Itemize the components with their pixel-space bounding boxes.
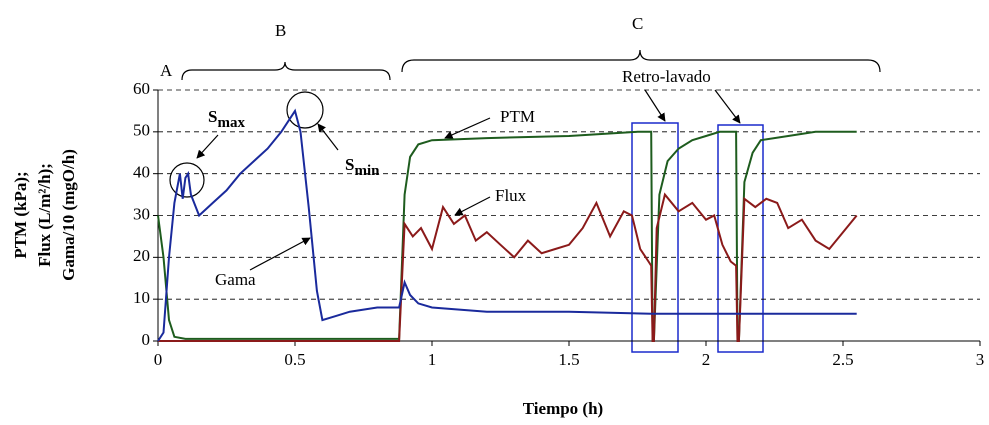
line-series <box>157 108 857 342</box>
brace-c <box>401 49 881 73</box>
y-tick-label: 60 <box>133 79 150 98</box>
x-tick-label: 1.5 <box>558 350 579 369</box>
line-series <box>158 192 858 342</box>
annotation: Retro-lavado <box>622 67 711 86</box>
annotation-text: S <box>345 155 354 174</box>
annotation-text: C <box>632 14 643 33</box>
y-tick-label: 10 <box>133 288 150 307</box>
annotation: A <box>160 61 173 80</box>
arrow <box>196 134 219 159</box>
arrow <box>644 89 666 122</box>
y-axis-label: Gama/10 (mgO/h) <box>59 149 78 281</box>
x-tick-label: 1 <box>428 350 437 369</box>
y-tick-label: 30 <box>133 204 150 223</box>
annotation-text: S <box>208 107 217 126</box>
annotation-text: Retro-lavado <box>622 67 711 86</box>
circle-smax <box>169 162 205 198</box>
annotation-text: B <box>275 21 286 40</box>
series-label: PTM <box>500 107 535 126</box>
line-series <box>157 130 857 342</box>
annotation: B <box>275 21 286 40</box>
series-label: Flux <box>495 186 527 205</box>
y-tick-label: 50 <box>133 121 150 140</box>
y-tick-label: 20 <box>133 246 150 265</box>
backwash-box <box>717 124 764 353</box>
arrow <box>454 196 491 216</box>
annotation-sub: min <box>354 163 380 179</box>
annotation: Smin <box>345 155 380 180</box>
x-tick-label: 3 <box>976 350 985 369</box>
y-tick-label: 40 <box>133 163 150 182</box>
x-axis-label: Tiempo (h) <box>523 399 603 418</box>
x-tick-label: 0.5 <box>284 350 305 369</box>
brace-b <box>181 61 391 81</box>
y-axis-label: Flux (L/m²/h); <box>35 163 54 267</box>
arrow <box>714 89 741 124</box>
annotation-sub: max <box>217 115 245 131</box>
arrow <box>317 123 339 151</box>
x-tick-label: 0 <box>154 350 163 369</box>
arrow <box>249 237 311 271</box>
annotation: Smax <box>208 107 245 132</box>
x-tick-label: 2 <box>702 350 711 369</box>
circle-smin <box>286 91 324 129</box>
backwash-box <box>631 122 679 353</box>
annotation-text: A <box>160 61 173 80</box>
x-tick-label: 2.5 <box>832 350 853 369</box>
series-label: Gama <box>215 270 256 289</box>
y-tick-label: 0 <box>142 330 151 349</box>
annotation: C <box>632 14 643 33</box>
y-axis-label: PTM (kPa); <box>11 171 30 258</box>
arrow <box>444 117 491 139</box>
